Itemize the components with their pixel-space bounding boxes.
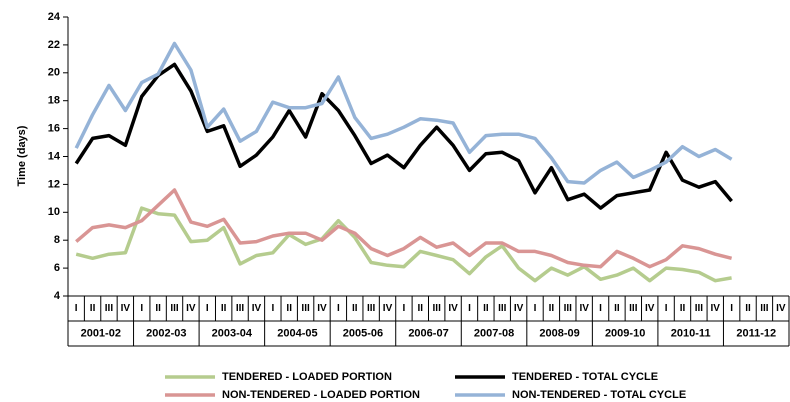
x-tick-label: I [534,303,537,314]
series-line [75,188,733,269]
x-tick-label: IV [711,303,721,314]
x-group-label: 2005-06 [343,327,383,339]
x-group-label: 2007-08 [474,327,514,339]
x-group-label: 2003-04 [212,327,253,339]
x-tick-label: III [629,303,638,314]
x-tick-label: I [337,303,340,314]
y-tick-label: 6 [54,262,60,274]
legend-label: TENDERED - TOTAL CYCLE [512,371,658,383]
x-tick-label: IV [645,303,655,314]
x-tick-label: IV [121,303,131,314]
x-tick-label: IV [579,303,589,314]
x-tick-label: III [105,303,114,314]
y-tick-label: 22 [48,39,60,51]
y-tick-label: 16 [48,123,60,135]
x-tick-label: I [730,303,733,314]
x-tick-label: I [599,303,602,314]
y-tick-label: 10 [48,206,60,218]
x-tick-label: IV [317,303,327,314]
y-axis-label: Time (days) [16,125,28,186]
x-tick-label: IV [383,303,393,314]
x-group-label: 2001-02 [81,327,121,339]
series-line [74,62,733,210]
x-tick-label: IV [776,303,786,314]
x-group-label: 2002-03 [146,327,186,339]
x-tick-label: II [155,303,161,314]
x-tick-label: I [206,303,209,314]
x-tick-label: III [236,303,245,314]
x-tick-label: II [286,303,292,314]
x-tick-label: III [367,303,376,314]
x-group-label: 2011-12 [736,327,776,339]
x-tick-label: II [90,303,96,314]
x-tick-label: I [271,303,274,314]
legend-label: NON-TENDERED - TOTAL CYCLE [512,389,686,401]
y-tick-label: 24 [48,11,61,23]
legend-label: NON-TENDERED - LOADED PORTION [222,389,420,401]
y-tick-label: 14 [48,150,61,162]
y-tick-label: 20 [48,67,60,79]
x-tick-label: IV [252,303,262,314]
x-tick-label: III [695,303,704,314]
x-tick-label: II [614,303,620,314]
x-group-label: 2010-11 [671,327,711,339]
x-group-label: 2009-10 [605,327,645,339]
y-tick-label: 4 [54,290,61,302]
y-tick-label: 8 [54,234,60,246]
x-tick-label: II [418,303,424,314]
x-tick-label: II [745,303,751,314]
y-tick-label: 12 [48,178,60,190]
x-tick-label: III [564,303,573,314]
x-tick-label: II [549,303,555,314]
x-tick-label: II [221,303,227,314]
x-tick-label: IV [448,303,458,314]
x-tick-label: I [468,303,471,314]
x-group-label: 2006-07 [408,327,448,339]
x-tick-label: III [433,303,442,314]
x-tick-label: II [680,303,686,314]
y-tick-label: 18 [48,95,60,107]
x-tick-label: III [498,303,507,314]
series-line [75,206,732,283]
x-tick-label: IV [514,303,524,314]
x-tick-label: IV [186,303,196,314]
x-tick-label: II [352,303,358,314]
x-tick-label: I [403,303,406,314]
x-tick-label: III [760,303,769,314]
x-tick-label: I [665,303,668,314]
x-tick-label: I [140,303,143,314]
x-group-label: 2008-09 [539,327,579,339]
x-tick-label: I [75,303,78,314]
legend-label: TENDERED - LOADED PORTION [222,371,392,383]
x-tick-label: II [483,303,489,314]
x-tick-label: III [170,303,179,314]
x-group-label: 2004-05 [277,327,317,339]
series-line [74,41,733,185]
x-tick-label: III [301,303,310,314]
